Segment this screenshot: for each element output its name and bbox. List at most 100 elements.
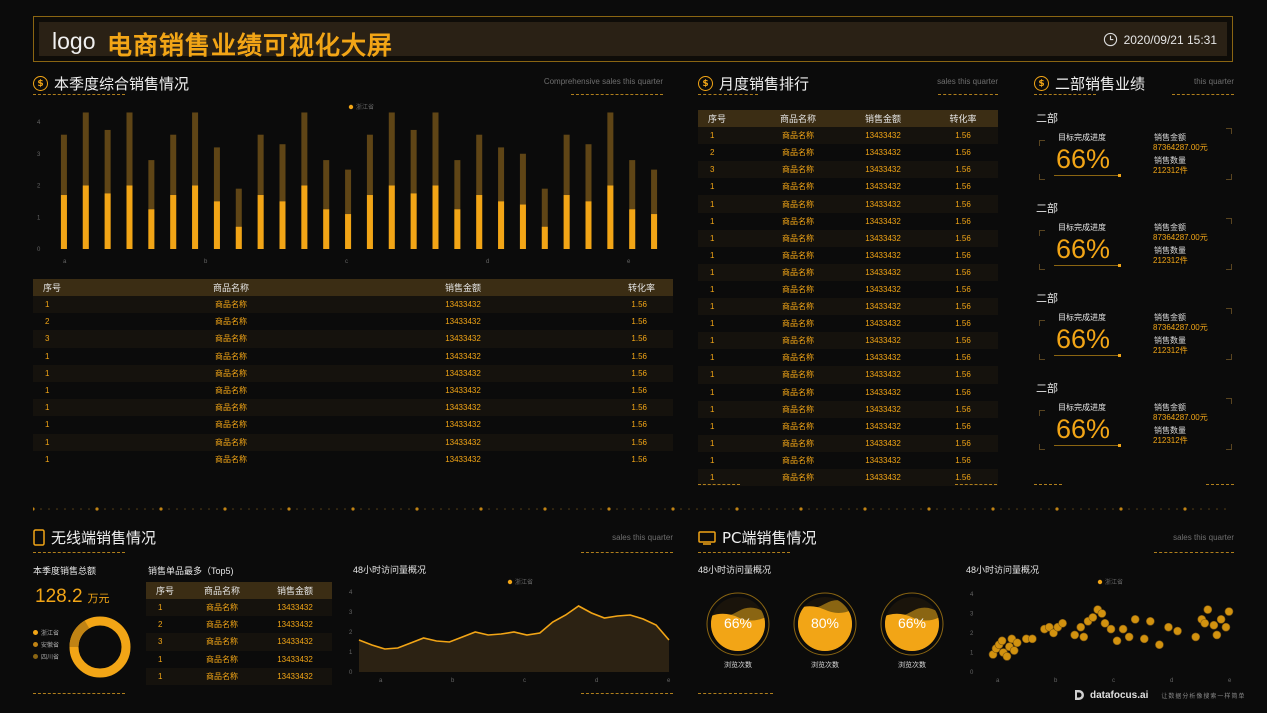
bar-segment-background[interactable] <box>410 129 417 249</box>
table-row[interactable]: 1 商品名称 13433432 1.56 <box>698 451 998 469</box>
table-row[interactable]: 1 商品名称 13433432 1.56 <box>698 229 998 247</box>
table-row[interactable]: 1 商品名称 13433432 1.56 <box>698 434 998 452</box>
gauge[interactable]: 66% 浏览次数 <box>878 590 946 672</box>
legend-label[interactable]: 浙江省 <box>515 578 533 586</box>
table-row[interactable]: 3 商品名称 13433432 1.56 <box>698 161 998 179</box>
column-header[interactable]: 商品名称 <box>186 582 258 599</box>
scatter-point[interactable] <box>1155 640 1164 649</box>
bar-segment-front[interactable] <box>498 201 505 249</box>
column-header[interactable]: 序号 <box>698 110 758 128</box>
bar-segment-background[interactable] <box>498 147 505 249</box>
table-row[interactable]: 1 商品名称 13433432 <box>146 599 332 617</box>
table-row[interactable]: 1 商品名称 13433432 1.56 <box>33 433 673 451</box>
bar-segment-background[interactable] <box>345 169 352 249</box>
bar-segment-front[interactable] <box>366 195 373 249</box>
table-row[interactable]: 3 商品名称 13433432 1.56 <box>33 330 673 348</box>
donut-legend-item[interactable]: 浙江省 <box>33 628 59 637</box>
table-row[interactable]: 1 商品名称 13433432 1.56 <box>698 400 998 418</box>
dept-card[interactable]: 二部 目标完成进度 66% 销售金额 87364287.00元 销售数量 212312件 <box>1034 200 1234 280</box>
bar-segment-background[interactable] <box>126 112 133 249</box>
bar-segment-background[interactable] <box>323 160 330 249</box>
bar-segment-background[interactable] <box>607 112 614 249</box>
scatter-point[interactable] <box>1164 622 1173 632</box>
table-row[interactable]: 1 商品名称 13433432 1.56 <box>698 280 998 299</box>
bar-segment-front[interactable] <box>519 204 526 249</box>
scatter-point[interactable] <box>1076 622 1086 632</box>
bar-segment-background[interactable] <box>257 134 264 249</box>
column-header[interactable]: 转化率 <box>523 279 673 296</box>
scatter-point[interactable] <box>1049 628 1058 638</box>
table-row[interactable]: 1 商品名称 13433432 <box>146 667 332 685</box>
column-header[interactable]: 序号 <box>146 582 186 599</box>
donut-legend-item[interactable]: 安徽省 <box>33 640 59 649</box>
scatter-point[interactable] <box>1100 618 1110 628</box>
dept-card[interactable]: 二部 目标完成进度 66% 销售金额 87364287.00元 销售数量 212312件 <box>1034 290 1234 370</box>
table-row[interactable]: 1 商品名称 13433432 1.56 <box>698 383 998 401</box>
bar-segment-background[interactable] <box>519 153 526 249</box>
legend-label[interactable]: 浙江省 <box>1105 578 1123 586</box>
scatter-point[interactable] <box>1028 634 1037 644</box>
table-row[interactable]: 1 商品名称 13433432 1.56 <box>698 417 998 435</box>
bar-segment-front[interactable] <box>126 185 133 250</box>
bar-segment-background[interactable] <box>213 147 220 249</box>
scatter-point[interactable] <box>1203 605 1213 614</box>
table-row[interactable]: 1 商品名称 13433432 1.56 <box>698 246 998 264</box>
scatter-point[interactable] <box>1088 613 1098 622</box>
bar-segment-front[interactable] <box>104 193 111 249</box>
dept-card[interactable]: 二部 目标完成进度 66% 销售金额 87364287.00元 销售数量 212312件 <box>1034 110 1234 190</box>
table-row[interactable]: 1 商品名称 13433432 1.56 <box>33 347 673 365</box>
table-row[interactable]: 1 商品名称 13433432 1.56 <box>698 195 998 213</box>
bar-segment-background[interactable] <box>585 144 592 249</box>
dept-card[interactable]: 二部 目标完成进度 66% 销售金额 87364287.00元 销售数量 212312件 <box>1034 380 1234 460</box>
scatter-point[interactable] <box>1112 636 1122 646</box>
bar-segment-front[interactable] <box>410 193 417 249</box>
table-row[interactable]: 1 商品名称 13433432 1.56 <box>698 127 998 145</box>
bar-segment-front[interactable] <box>476 195 483 249</box>
bar-segment-front[interactable] <box>170 195 177 249</box>
scatter-point[interactable] <box>1216 615 1226 624</box>
scatter-point[interactable] <box>1106 624 1116 634</box>
table-row[interactable]: 1 商品名称 13433432 1.56 <box>698 178 998 196</box>
area-line[interactable] <box>358 605 670 650</box>
table-row[interactable]: 1 商品名称 13433432 1.56 <box>698 212 998 230</box>
brand-name[interactable]: datafocus.ai <box>1090 689 1149 701</box>
table-row[interactable]: 1 商品名称 13433432 1.56 <box>698 468 998 487</box>
scatter-point[interactable] <box>1124 632 1134 642</box>
bar-segment-background[interactable] <box>148 160 155 249</box>
bar-segment-front[interactable] <box>257 195 264 249</box>
bar-segment-background[interactable] <box>476 134 483 249</box>
bar-segment-background[interactable] <box>432 112 439 249</box>
table-row[interactable]: 1 商品名称 13433432 1.56 <box>698 332 998 350</box>
bar-segment-background[interactable] <box>301 112 308 249</box>
bar-segment-front[interactable] <box>148 209 155 249</box>
bar-segment-background[interactable] <box>366 134 373 249</box>
bar-segment-background[interactable] <box>629 160 636 249</box>
bar-segment-front[interactable] <box>388 185 395 250</box>
scatter-point[interactable] <box>1173 626 1182 636</box>
table-row[interactable]: 1 商品名称 13433432 1.56 <box>698 349 998 367</box>
scatter-point[interactable] <box>1191 632 1200 642</box>
column-header[interactable]: 商品名称 <box>203 279 403 296</box>
scatter-point[interactable] <box>1130 615 1140 624</box>
column-header[interactable]: 转化率 <box>928 110 998 128</box>
column-header[interactable]: 销售金额 <box>258 582 332 599</box>
bar-segment-background[interactable] <box>541 188 548 249</box>
bar-segment-front[interactable] <box>235 226 242 249</box>
scatter-point[interactable] <box>1058 618 1067 628</box>
column-header[interactable]: 销售金额 <box>838 110 928 128</box>
bar-segment-front[interactable] <box>563 195 570 249</box>
scatter-point[interactable] <box>1221 622 1231 632</box>
scatter-point[interactable] <box>1002 652 1012 661</box>
bar-segment-background[interactable] <box>235 188 242 249</box>
table-row[interactable]: 1 商品名称 13433432 1.56 <box>33 296 673 314</box>
table-row[interactable]: 1 商品名称 13433432 1.56 <box>33 416 673 434</box>
bar-segment-background[interactable] <box>454 160 461 249</box>
scatter-point[interactable] <box>1224 607 1234 616</box>
column-header[interactable]: 序号 <box>33 279 203 296</box>
table-row[interactable]: 1 商品名称 13433432 1.56 <box>33 450 673 468</box>
column-header[interactable]: 商品名称 <box>758 110 838 128</box>
bar-segment-front[interactable] <box>585 201 592 249</box>
bar-segment-front[interactable] <box>279 201 286 249</box>
bar-segment-front[interactable] <box>345 214 352 249</box>
bar-segment-front[interactable] <box>82 185 89 250</box>
